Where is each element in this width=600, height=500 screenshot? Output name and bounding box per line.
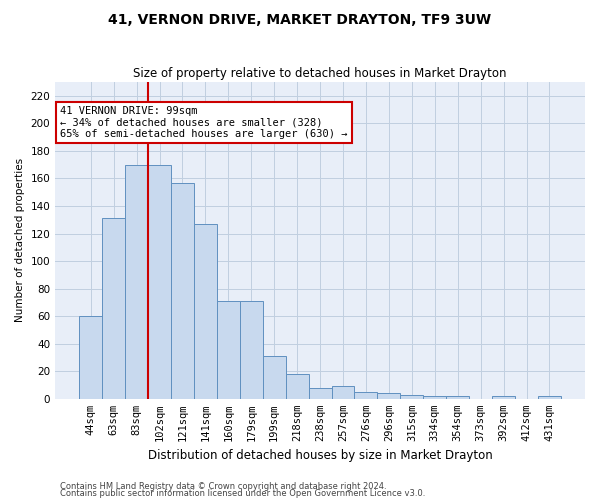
Bar bbox=[400, 394, 423, 399]
Bar bbox=[148, 164, 171, 399]
Bar bbox=[446, 396, 469, 399]
Bar bbox=[286, 374, 308, 399]
Bar bbox=[102, 218, 125, 399]
Bar bbox=[171, 182, 194, 399]
Bar bbox=[79, 316, 102, 399]
Text: Contains HM Land Registry data © Crown copyright and database right 2024.: Contains HM Land Registry data © Crown c… bbox=[60, 482, 386, 491]
Bar bbox=[240, 301, 263, 399]
Bar bbox=[538, 396, 561, 399]
Bar bbox=[217, 301, 240, 399]
Bar bbox=[194, 224, 217, 399]
Text: 41 VERNON DRIVE: 99sqm
← 34% of detached houses are smaller (328)
65% of semi-de: 41 VERNON DRIVE: 99sqm ← 34% of detached… bbox=[61, 106, 348, 139]
Title: Size of property relative to detached houses in Market Drayton: Size of property relative to detached ho… bbox=[133, 66, 507, 80]
X-axis label: Distribution of detached houses by size in Market Drayton: Distribution of detached houses by size … bbox=[148, 450, 493, 462]
Text: 41, VERNON DRIVE, MARKET DRAYTON, TF9 3UW: 41, VERNON DRIVE, MARKET DRAYTON, TF9 3U… bbox=[109, 12, 491, 26]
Bar bbox=[263, 356, 286, 399]
Bar bbox=[492, 396, 515, 399]
Bar bbox=[332, 386, 355, 399]
Bar bbox=[355, 392, 377, 399]
Y-axis label: Number of detached properties: Number of detached properties bbox=[15, 158, 25, 322]
Bar bbox=[377, 394, 400, 399]
Bar bbox=[125, 164, 148, 399]
Text: Contains public sector information licensed under the Open Government Licence v3: Contains public sector information licen… bbox=[60, 489, 425, 498]
Bar bbox=[308, 388, 332, 399]
Bar bbox=[423, 396, 446, 399]
